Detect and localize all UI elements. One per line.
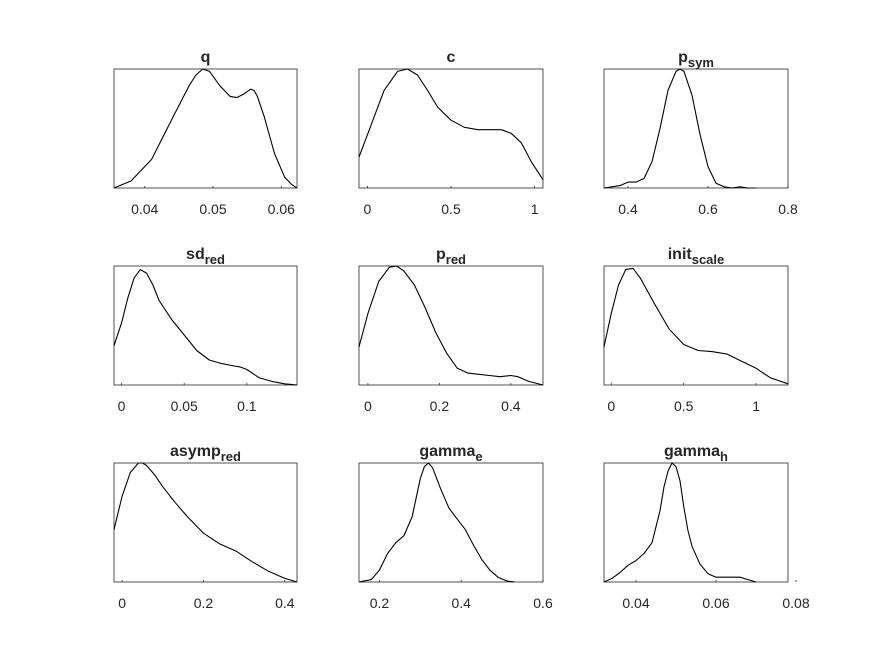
x-tick-label: 1 <box>531 201 539 217</box>
title-subscript: sym <box>688 55 714 70</box>
title-main: p <box>436 246 446 263</box>
title-subscript: e <box>475 449 482 464</box>
density-curve <box>603 267 789 385</box>
x-tick-label: 0.4 <box>618 201 638 217</box>
x-tick-label: 0 <box>118 398 126 414</box>
x-tick-label: 0.2 <box>430 398 450 414</box>
x-tick-label: 0.6 <box>698 201 718 217</box>
subplot-title: sdred <box>186 246 225 267</box>
title-main: gamma <box>664 443 720 460</box>
x-tick-label: 0.04 <box>622 595 649 611</box>
density-curve <box>603 68 756 189</box>
subplot-title: psym <box>678 49 714 70</box>
x-tick-label: 0.5 <box>441 201 461 217</box>
subplot-title: pred <box>436 246 466 267</box>
x-tick-label: 0.6 <box>533 595 553 611</box>
density-curve <box>113 462 298 583</box>
axes-box <box>113 462 298 583</box>
x-tick-label: 0.05 <box>171 398 198 414</box>
subplot-5: 0 0.2 0.4 pred <box>358 246 544 414</box>
x-tick-label: 0.5 <box>674 398 694 414</box>
x-tick-label: 0.04 <box>131 201 158 217</box>
x-tick-label: 0 <box>363 201 371 217</box>
subplot-title: q <box>201 49 211 66</box>
axes-box <box>358 462 544 583</box>
x-tick-label: 0.2 <box>370 595 390 611</box>
x-tick-label: 0.06 <box>702 595 729 611</box>
x-tick-label: 0 <box>607 398 615 414</box>
x-tick-label: 0.2 <box>194 595 214 611</box>
x-tick-label: 0.08 <box>782 595 809 611</box>
axes-box <box>603 462 789 583</box>
x-tick-label: 0.8 <box>778 201 798 217</box>
x-tick-label: 0.4 <box>501 398 521 414</box>
subplot-title: c <box>447 49 456 66</box>
density-curve <box>358 265 544 386</box>
density-curve <box>358 68 544 181</box>
subplot-9: 0.04 0.06 0.08 gammah <box>603 443 810 611</box>
density-curve <box>113 269 298 386</box>
x-tick-label: 0.4 <box>451 595 471 611</box>
title-subscript: red <box>205 252 225 267</box>
x-tick-label: 1 <box>752 398 760 414</box>
density-curve <box>603 462 757 583</box>
title-main: gamma <box>419 443 475 460</box>
title-subscript: h <box>720 449 728 464</box>
title-subscript: red <box>446 252 466 267</box>
subplot-3: 0.4 0.6 0.8 psym <box>603 49 798 217</box>
title-main: q <box>201 49 211 66</box>
title-main: init <box>668 246 693 263</box>
subplot-title: asympred <box>170 443 241 464</box>
x-tick-label: 0 <box>364 398 372 414</box>
subplot-title: gammae <box>419 443 482 464</box>
subplot-2: 0 0.5 1 c <box>358 49 544 217</box>
title-main: c <box>447 49 456 66</box>
title-subscript: scale <box>692 252 725 267</box>
subplot-1: 0.04 0.05 0.06 q <box>113 49 298 217</box>
x-tick-label: 0.05 <box>199 201 226 217</box>
subplot-title: gammah <box>664 443 728 464</box>
axes-box <box>113 68 298 189</box>
title-main: sd <box>186 246 205 263</box>
density-curve <box>358 462 515 583</box>
title-subscript: red <box>221 449 241 464</box>
subplot-7: 0 0.2 0.4 asympred <box>113 443 298 611</box>
x-tick-label: 0.06 <box>268 201 295 217</box>
x-tick-label: 0.1 <box>237 398 257 414</box>
subplot-title: initscale <box>668 246 725 267</box>
axes-box <box>603 68 789 189</box>
subplot-6: 0 0.5 1 initscale <box>603 246 789 414</box>
density-curve <box>113 68 298 189</box>
x-tick-label: 0.4 <box>275 595 295 611</box>
axes-box <box>603 265 789 386</box>
title-main: asymp <box>170 443 221 460</box>
subplot-4: 0 0.05 0.1 sdred <box>113 246 298 414</box>
axes-box <box>113 265 298 386</box>
axes-box <box>358 265 544 386</box>
title-main: p <box>678 49 688 66</box>
x-tick-label: 0 <box>118 595 126 611</box>
subplot-8: 0.2 0.4 0.6 gammae <box>358 443 553 611</box>
